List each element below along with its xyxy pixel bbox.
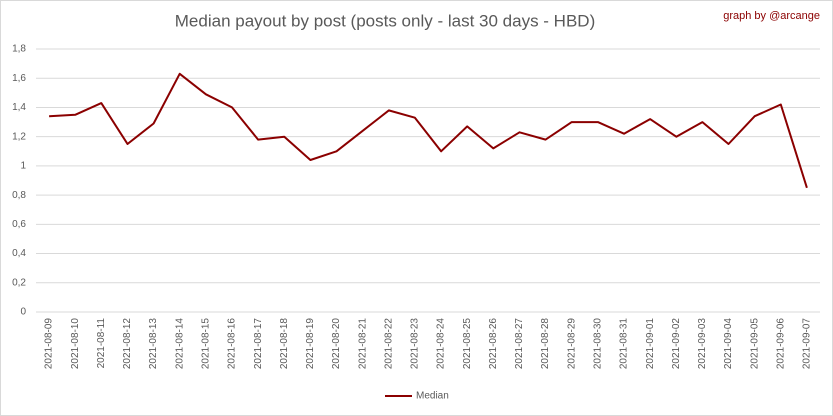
x-tick-label: 2021-08-09 — [44, 318, 55, 370]
x-tick-label: 2021-08-10 — [70, 318, 81, 370]
y-tick-label: 1 — [20, 161, 26, 172]
x-tick-label: 2021-09-04 — [723, 318, 734, 370]
series-line — [49, 72, 808, 189]
y-tick-label: 1,2 — [12, 131, 26, 142]
x-tick-label: 2021-08-22 — [383, 318, 394, 370]
y-tick-label: 0,4 — [12, 248, 26, 259]
chart-title: Median payout by post (posts only - last… — [175, 11, 595, 30]
legend-label: Median — [416, 391, 449, 402]
y-tick-label: 1,6 — [12, 73, 26, 84]
x-tick-label: 2021-09-03 — [697, 318, 708, 370]
x-tick-label: 2021-08-19 — [305, 318, 316, 370]
x-tick-label: 2021-08-30 — [593, 318, 604, 370]
y-tick-label: 0,8 — [12, 190, 26, 201]
y-tick-label: 0 — [20, 307, 26, 318]
x-tick-label: 2021-08-24 — [436, 318, 447, 370]
x-tick-label: 2021-08-26 — [488, 318, 499, 370]
x-tick-label: 2021-08-27 — [514, 318, 525, 370]
y-tick-label: 1,8 — [12, 44, 26, 55]
x-tick-label: 2021-08-14 — [174, 318, 185, 370]
x-tick-label: 2021-09-06 — [775, 318, 786, 370]
x-tick-label: 2021-09-02 — [671, 318, 682, 370]
x-tick-label: 2021-09-05 — [749, 318, 760, 370]
x-tick-label: 2021-08-12 — [122, 318, 133, 370]
x-tick-label: 2021-09-01 — [645, 318, 656, 370]
y-tick-label: 1,4 — [12, 102, 26, 113]
x-tick-label: 2021-08-23 — [410, 318, 421, 370]
y-tick-label: 0,6 — [12, 219, 26, 230]
x-tick-label: 2021-08-21 — [357, 318, 368, 370]
x-tick-label: 2021-08-31 — [619, 318, 630, 370]
credit: graph by @arcange — [723, 10, 820, 22]
x-tick-label: 2021-08-11 — [96, 318, 107, 369]
x-tick-label: 2021-08-15 — [201, 318, 212, 370]
x-tick-label: 2021-08-13 — [148, 318, 159, 370]
x-tick-label: 2021-08-29 — [566, 318, 577, 370]
x-tick-label: 2021-08-16 — [227, 318, 238, 370]
x-tick-label: 2021-08-18 — [279, 318, 290, 370]
y-tick-label: 0,2 — [12, 277, 26, 288]
x-tick-label: 2021-09-07 — [802, 318, 813, 370]
x-tick-label: 2021-08-28 — [540, 318, 551, 370]
x-tick-label: 2021-08-17 — [253, 318, 264, 370]
x-tick-label: 2021-08-25 — [462, 318, 473, 370]
x-tick-label: 2021-08-20 — [331, 318, 342, 370]
